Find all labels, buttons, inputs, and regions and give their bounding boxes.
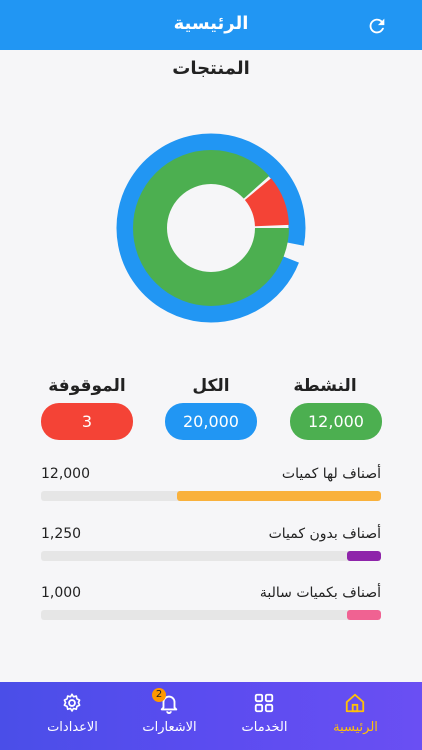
notification-badge: 2 [152,688,166,702]
nav-item-services[interactable]: الخدمات [212,682,317,750]
progress-track-negative-quantities [41,610,381,620]
stat-value-total[interactable]: 20,000 [165,403,257,440]
refresh-icon[interactable] [366,15,388,37]
row-value-with-quantities: 12,000 [41,466,90,482]
nav-label-services: الخدمات [241,720,288,735]
stat-value-active[interactable]: 12,000 [290,403,382,440]
nav-label-settings: الاعدادات [47,720,98,735]
donut-inner-secondary [133,149,289,306]
row-label-negative-quantities: أصناف بكميات سالبة [259,585,381,601]
row-value-negative-quantities: 1,000 [41,585,82,601]
donut-outer-ring [116,133,306,323]
bell-icon [160,695,178,714]
progress-track-with-quantities [41,491,381,501]
products-donut-chart [116,133,306,323]
stat-label-active: النشطة [293,376,357,396]
gear-icon [63,693,81,712]
home-icon [345,693,365,713]
row-label-without-quantities: أصناف بدون كميات [268,526,381,542]
stat-label-stopped: الموقوفة [48,376,126,396]
nav-item-notifications[interactable]: 2 الاشعارات [117,682,222,750]
section-title: المنتجات [172,58,250,79]
stat-value-stopped[interactable]: 3 [41,403,133,440]
row-value-without-quantities: 1,250 [41,526,82,542]
progress-fill-with-quantities [177,491,381,501]
nav-item-home[interactable]: الرئيسية [303,682,408,750]
progress-track-without-quantities [41,551,381,561]
app-bar: الرئيسية [0,0,422,50]
progress-fill-without-quantities [347,551,381,561]
page-title: الرئيسية [173,13,249,34]
nav-label-home: الرئيسية [333,720,378,735]
nav-item-settings[interactable]: الاعدادات [20,682,125,750]
progress-fill-negative-quantities [347,610,381,620]
row-label-with-quantities: أصناف لها كميات [281,466,381,482]
nav-label-notifications: الاشعارات [142,720,197,735]
stat-label-total: الكل [192,376,230,396]
bottom-navigation: الرئيسية الخدمات 2 الاشعارات الاعدادات [0,682,422,750]
grid-icon [254,693,274,713]
donut-inner-primary [133,150,289,306]
